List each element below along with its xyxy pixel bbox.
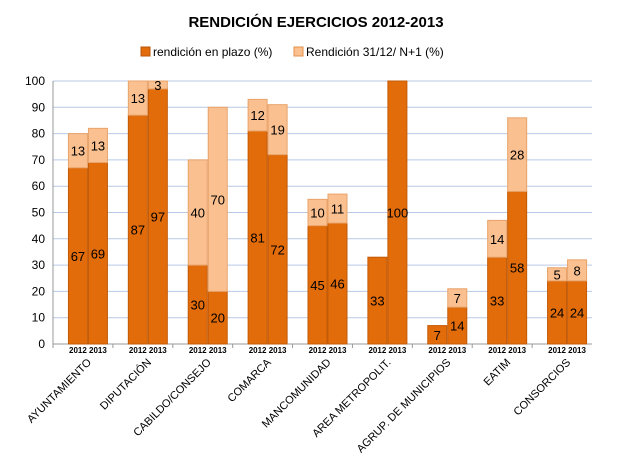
data-label: 14 (450, 319, 464, 334)
data-label: 97 (151, 209, 165, 224)
data-label: 7 (434, 328, 441, 343)
data-label: 24 (550, 305, 564, 320)
data-label: 33 (370, 294, 384, 309)
year-label: 2012 (368, 346, 386, 355)
bar-31-12-2013 (447, 288, 468, 308)
y-tick-label: 80 (32, 127, 46, 141)
year-label: 2012 (69, 346, 87, 355)
chart-title: RENDICIÓN EJERCICIOS 2012-2013 (188, 13, 443, 31)
data-label: 19 (270, 123, 284, 138)
data-label: 10 (310, 206, 324, 221)
data-label: 33 (490, 294, 504, 309)
year-label: 2012 (129, 346, 147, 355)
bar-31-12-2013 (87, 127, 108, 164)
year-label: 2013 (568, 346, 586, 355)
data-label: 45 (310, 278, 324, 293)
year-label: 2012 (488, 346, 506, 355)
data-label: 69 (91, 246, 105, 261)
year-label: 2013 (508, 346, 526, 355)
year-label: 2013 (329, 346, 347, 355)
legend-swatch-extra (293, 46, 304, 57)
data-label: 30 (190, 298, 204, 313)
bar-31-12-2012 (247, 98, 268, 132)
data-label: 87 (131, 223, 145, 238)
year-label: 2013 (269, 346, 287, 355)
category-label: COMARCA (225, 356, 274, 405)
data-label: 12 (250, 108, 264, 123)
category-label: CONSORCIOS (512, 357, 574, 419)
data-label: 24 (570, 305, 584, 320)
y-tick-label: 60 (32, 179, 46, 193)
legend-swatch-base (140, 46, 151, 57)
bar-31-12-2013 (327, 193, 348, 224)
year-label: 2013 (149, 346, 167, 355)
bar-31-12-2013 (267, 104, 288, 156)
y-tick-label: 0 (38, 337, 45, 351)
y-tick-label: 40 (32, 232, 46, 246)
data-label: 13 (131, 91, 145, 106)
bar-31-12-2012 (487, 219, 508, 258)
y-tick-label: 30 (32, 258, 46, 272)
y-tick-label: 100 (25, 74, 45, 88)
data-label: 20 (210, 311, 224, 326)
data-label: 8 (573, 263, 580, 278)
bar-31-12-2012 (127, 80, 148, 116)
bar-31-12-2012 (67, 133, 88, 169)
data-label: 58 (510, 261, 524, 276)
y-tick-label: 20 (32, 284, 46, 298)
year-label: 2013 (448, 346, 466, 355)
y-tick-label: 90 (32, 100, 46, 114)
data-label: 72 (270, 242, 284, 257)
bar-en-plazo-2012 (367, 256, 388, 345)
year-label: 2013 (209, 346, 227, 355)
bar-31-12-2013 (507, 117, 528, 192)
year-label: 2012 (309, 346, 327, 355)
data-label: 100 (387, 206, 409, 221)
bar-31-12-2013 (207, 106, 228, 292)
legend: rendición en plazo (%) Rendición 31/12/ … (140, 45, 444, 59)
year-label: 2013 (388, 346, 406, 355)
y-tick-label: 10 (32, 311, 46, 325)
y-tick-label: 70 (32, 153, 46, 167)
bar-31-12-2012 (187, 159, 208, 266)
data-label: 13 (71, 144, 85, 159)
data-label: 70 (210, 192, 224, 207)
data-label: 5 (553, 267, 560, 282)
data-label: 13 (91, 138, 105, 153)
year-label: 2012 (428, 346, 446, 355)
year-label: 2013 (89, 346, 107, 355)
data-label: 81 (250, 230, 264, 245)
bar-en-plazo-2013 (387, 80, 408, 345)
year-label: 2012 (548, 346, 566, 355)
bar-31-12-2012 (547, 267, 568, 282)
data-label: 7 (454, 291, 461, 306)
category-label: EATIM (482, 357, 514, 389)
data-label: 14 (490, 232, 504, 247)
data-label: 28 (510, 148, 524, 163)
data-label: 67 (71, 249, 85, 264)
bar-31-12-2012 (307, 198, 328, 227)
bar-31-12-2013 (567, 259, 588, 282)
bar-en-plazo-2012 (427, 325, 448, 345)
category-label: AYUNTAMIENTO (25, 356, 94, 425)
year-label: 2012 (189, 346, 207, 355)
category-label: DIPUTACIÓN (97, 356, 154, 413)
data-label: 11 (331, 202, 345, 217)
data-label: 46 (330, 277, 344, 292)
y-tick-label: 50 (32, 206, 46, 220)
bar-31-12-2013 (147, 80, 168, 90)
data-label: 40 (190, 206, 204, 221)
legend-label-extra: Rendición 31/12/ N+1 (%) (306, 45, 444, 59)
year-label: 2012 (249, 346, 267, 355)
data-label: 3 (154, 78, 161, 93)
legend-label-base: rendición en plazo (%) (153, 45, 272, 59)
